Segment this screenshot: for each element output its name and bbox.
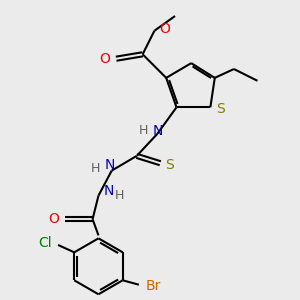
Text: Cl: Cl <box>38 236 52 250</box>
Text: N: N <box>104 184 114 198</box>
Text: O: O <box>48 212 59 226</box>
Text: S: S <box>216 102 224 116</box>
Text: O: O <box>99 52 110 66</box>
Text: H: H <box>115 189 124 202</box>
Text: O: O <box>160 22 171 36</box>
Text: N: N <box>152 124 163 138</box>
Text: S: S <box>166 158 174 172</box>
Text: H: H <box>139 124 148 137</box>
Text: H: H <box>91 162 101 175</box>
Text: Br: Br <box>146 279 161 293</box>
Text: N: N <box>105 158 116 172</box>
